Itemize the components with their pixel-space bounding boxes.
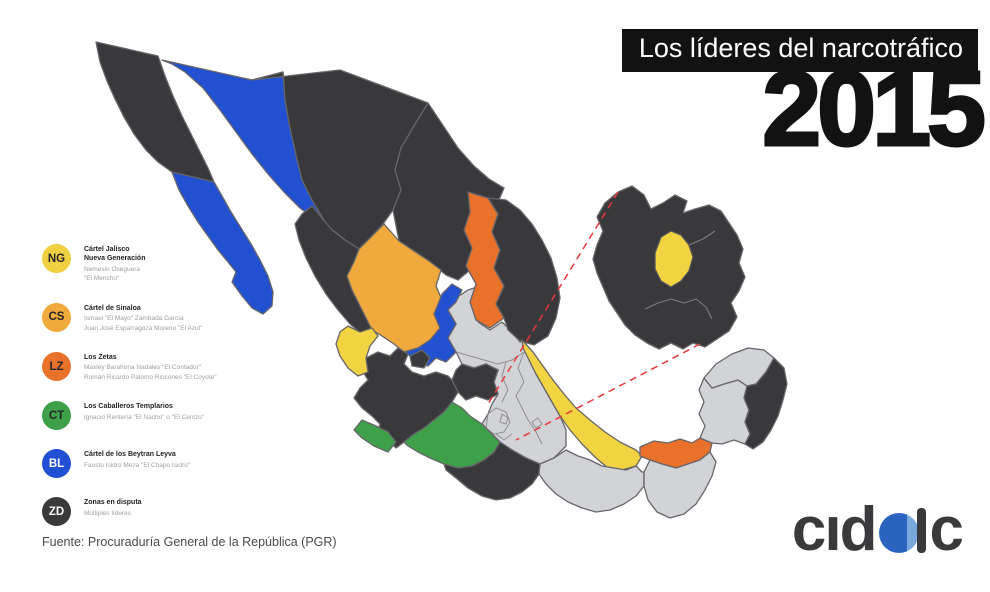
legend-text-cs: Cártel de Sinaloa Ismael "El Mayo" Zamba… (84, 303, 202, 333)
legend-name: Cártel de los Beytran Leyva (84, 451, 176, 459)
legend-text-lz: Los Zetas Maxley Barahona Nadales "El Co… (84, 352, 217, 382)
state-campeche (698, 377, 751, 445)
legend-text-ct: Los Caballeros Templarios Ignacio Renter… (84, 401, 204, 422)
legend-leaders: Fausto Isidro Meza "El Chapo Isidro" (84, 461, 191, 469)
legend-leaders: Maxley Barahona Nadales "El Contador" Ro… (84, 364, 217, 381)
legend-badge-cs: CS (42, 302, 71, 332)
cidac-logo-circle-icon (878, 513, 919, 553)
inset-callout-lines (487, 191, 701, 441)
title-bar: Los líderes del narcotráfico (621, 29, 978, 72)
legend-leaders: Ignacio Rentería "El Nacho" o "El Cenizo… (84, 413, 205, 421)
legend-badge-zd: ZD (42, 497, 71, 527)
legend-name: Cártel Jalisco Nueva Generación (84, 246, 146, 263)
legend-item-cs: CS Cártel de Sinaloa Ismael "El Mayo" Za… (42, 302, 272, 333)
inset-cdmx (654, 230, 694, 288)
legend-item-lz: LZ Los Zetas Maxley Barahona Nadales "El… (42, 352, 272, 382)
state-guanajuato (451, 363, 499, 401)
legend-name: Zonas en disputa (84, 499, 142, 507)
state-aguascalientes (409, 349, 431, 369)
state-veracruz (521, 339, 643, 471)
state-nayarit (335, 325, 379, 377)
title-year: 2015 (761, 50, 988, 168)
legend-item-zd: ZD Zonas en disputa Múltiples líderes (42, 497, 272, 527)
state-baja-california-sur (171, 171, 274, 315)
state-baja-california (95, 41, 215, 183)
cidac-logo-text-right: c (929, 494, 965, 564)
legend-item-ct: CT Los Caballeros Templarios Ignacio Ren… (42, 401, 272, 431)
central-internal-borders (455, 351, 543, 445)
legend-badge-lz: LZ (42, 352, 71, 381)
state-quintana-roo (743, 357, 788, 450)
legend-text-bl: Cártel de los Beytran Leyva Fausto Isidr… (84, 449, 190, 470)
legend: NG Cártel Jalisco Nueva Generación Nemes… (42, 244, 272, 527)
legend-name: Los Caballeros Templarios (84, 403, 173, 411)
legend-name: Cártel de Sinaloa (84, 304, 141, 312)
cidac-logo-text-left: cıd (791, 494, 878, 564)
legend-badge-ng: NG (42, 244, 71, 273)
legend-name: Los Zetas (84, 354, 117, 361)
legend-leaders: Ismael "El Mayo" Zambada García Juan Jos… (84, 315, 203, 332)
legend-item-ng: NG Cártel Jalisco Nueva Generación Nemes… (42, 244, 272, 284)
legend-badge-ct: CT (42, 401, 71, 431)
state-zacatecas (403, 283, 463, 367)
legend-text-zd: Zonas en disputa Múltiples líderes (84, 497, 142, 518)
state-chiapas (643, 451, 717, 519)
state-colima (353, 419, 397, 453)
legend-item-bl: BL Cártel de los Beytran Leyva Fausto Is… (42, 449, 272, 479)
legend-text-ng: Cártel Jalisco Nueva Generación Nemesio … (84, 244, 145, 284)
state-tamaulipas (487, 197, 561, 346)
legend-leaders: Nemesio Oseguera "El Mencho" (84, 265, 140, 283)
inset-internal-borders (644, 230, 716, 320)
source-attribution: Fuente: Procuraduría General de la Repúb… (42, 535, 337, 549)
legend-badge-bl: BL (42, 449, 71, 479)
legend-leaders: Múltiples líderes (84, 509, 131, 517)
cidac-logo: cıd c (791, 494, 965, 564)
cidac-logo-stem (916, 508, 926, 553)
